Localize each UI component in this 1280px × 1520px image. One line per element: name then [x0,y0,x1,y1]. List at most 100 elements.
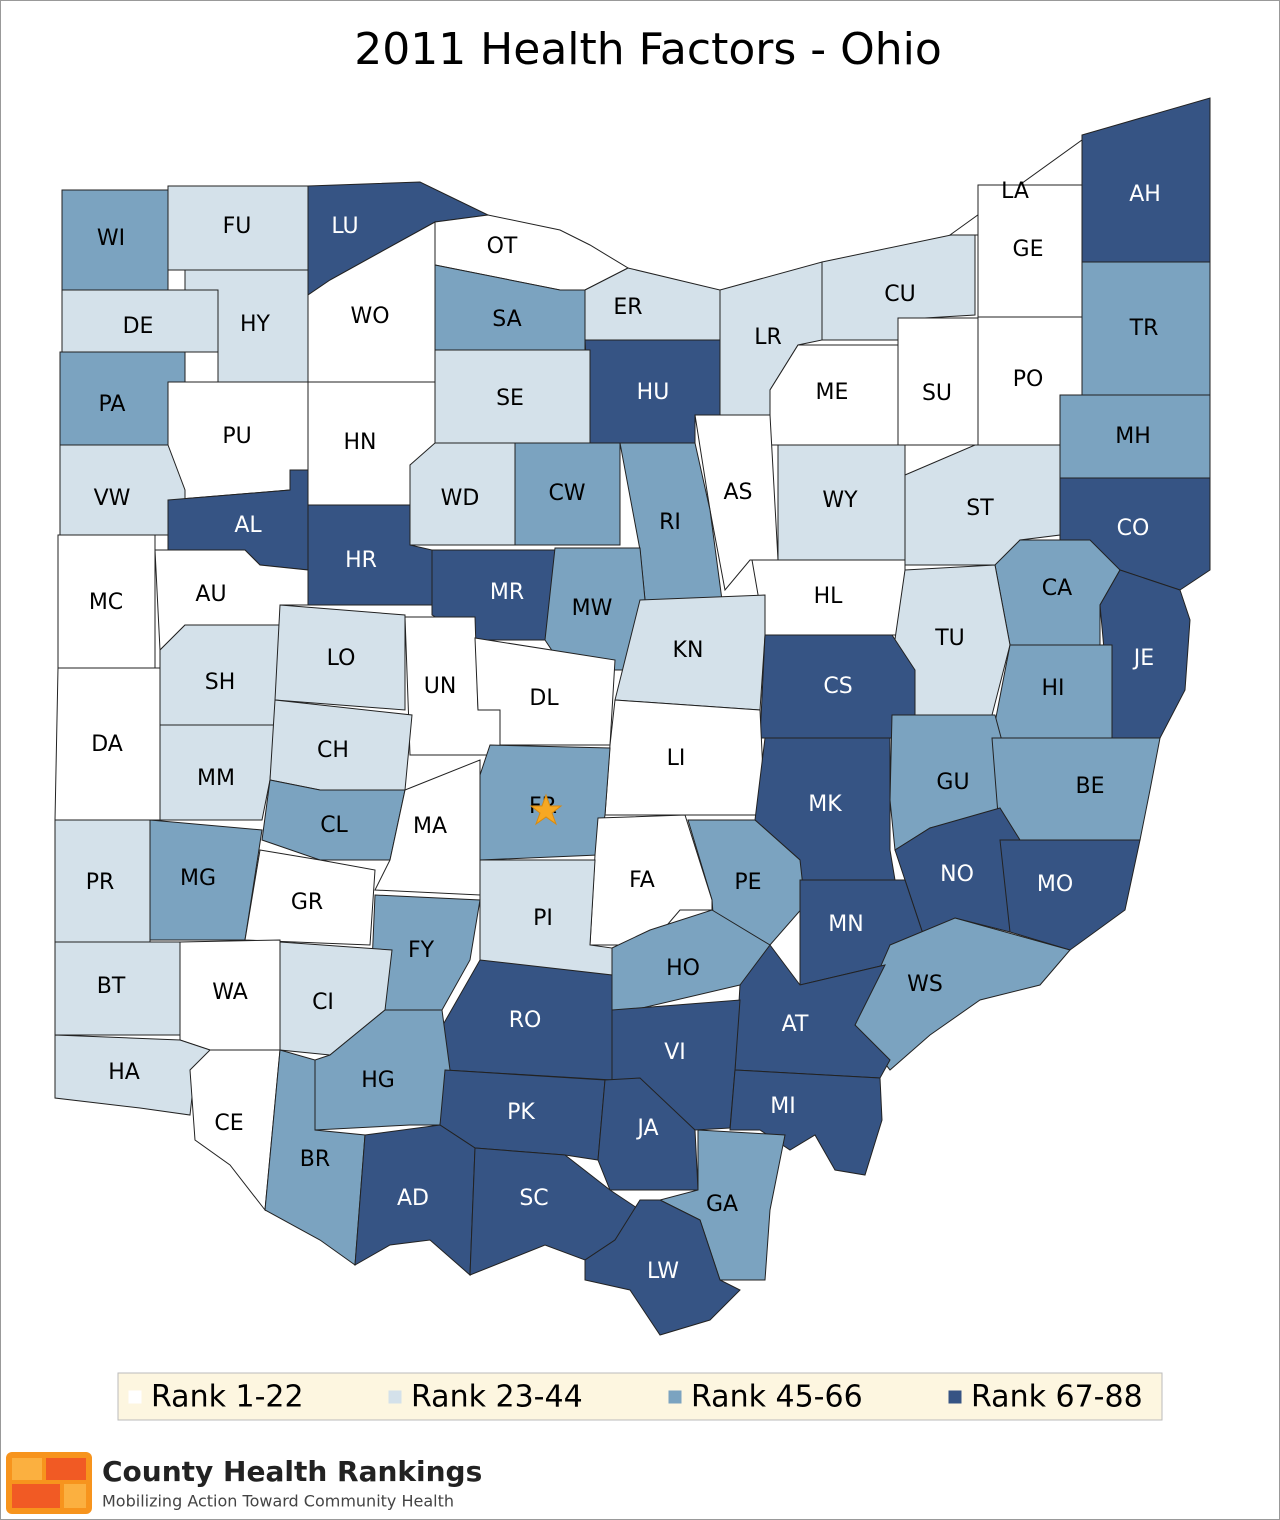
county-label: HU [637,380,670,405]
county-label: KN [673,638,704,663]
county-label: RI [659,510,681,535]
county-label: HR [345,548,377,573]
county-label: LU [331,214,358,239]
county [274,604,406,711]
county-label: ER [613,295,642,320]
county-label: DA [91,732,123,757]
county-label: HL [814,584,844,609]
county-label: DL [529,686,559,711]
county-label: MC [89,590,123,615]
title: 2011 Health Factors - Ohio [354,24,942,75]
county-label: PK [507,1100,535,1125]
county-label: UN [424,674,457,699]
county-label: MN [828,912,863,937]
county-label: TR [1129,316,1159,341]
county-label: CE [214,1111,243,1136]
county-label: MI [770,1094,795,1119]
county-label: DE [123,314,154,339]
county-label: CH [317,738,349,763]
county-label: MH [1115,424,1151,449]
county-label: CI [312,990,334,1015]
county-label: CL [320,813,348,838]
county-label: ST [966,496,994,521]
county [244,849,376,946]
county-label: MO [1037,872,1073,897]
county [904,444,1061,566]
county-label: SA [492,307,521,332]
county-label: CS [823,674,852,699]
logo [6,1452,92,1514]
county [614,594,766,711]
legend-box [117,1372,1163,1421]
county-label: PO [1013,367,1044,392]
brand-tagline: Mobilizing Action Toward Community Healt… [102,1492,454,1511]
county-label: PU [222,424,251,449]
county-label: SC [519,1186,548,1211]
county-label: MK [808,792,842,817]
county-label: GU [936,770,969,795]
legend-label: Rank 23-44 [411,1380,583,1415]
county-label: WS [907,972,943,997]
capital-star [529,793,563,826]
county [999,839,1141,951]
county-label: BR [300,1147,330,1172]
county [729,1069,883,1176]
county-label: SH [205,670,236,695]
county-label: PR [86,870,115,895]
county [514,442,621,546]
county-label: AL [234,513,262,538]
county-label: HY [240,312,271,337]
county-label: VI [664,1040,686,1065]
county-label: AT [782,1012,809,1037]
legend: Rank 1-22 Rank 23-44 Rank 45-66 Rank 67-88 [127,1380,1143,1415]
county-label: CU [884,282,915,307]
county-label: MW [572,596,613,621]
county-label: MA [413,814,447,839]
county-label: HG [361,1068,395,1093]
county-label: WO [350,304,389,329]
county-label: HN [344,430,377,455]
county-label: GR [291,890,323,915]
county-label: PA [99,392,126,417]
county-label: CO [1117,516,1150,541]
county-label: LW [647,1259,679,1284]
county [354,1124,476,1277]
county-label: GE [1013,237,1044,262]
county-label: FY [408,938,435,963]
county-label: RO [509,1008,542,1033]
county-label: NO [940,862,974,887]
county-label: AU [195,582,226,607]
legend-swatch [947,1389,963,1405]
county-label: SU [922,381,952,406]
county-label: VW [94,486,131,511]
county-label: MR [490,580,524,605]
legend-label: Rank 45-66 [691,1380,863,1415]
legend-swatch [127,1389,143,1405]
county-label: LA [1001,179,1029,204]
county-label: FA [629,868,655,893]
county-label: JA [635,1116,658,1141]
county-label: SE [496,386,524,411]
county-label: WY [822,488,858,513]
county-label: GA [706,1192,738,1217]
county-label: TU [934,626,965,651]
brand-name: County Health Rankings [102,1455,482,1488]
county-label: LR [754,325,782,350]
county-label: WI [97,226,125,251]
county-label: FU [223,214,252,239]
county [374,759,481,896]
county [584,1199,741,1336]
county-label: WA [212,980,248,1005]
legend-label: Rank 1-22 [151,1380,304,1415]
county-label: AD [397,1186,429,1211]
legend-label: Rank 67-88 [971,1380,1143,1415]
county-label: CA [1042,576,1072,601]
county-label: MM [197,766,235,791]
county-label: CW [548,481,585,506]
county-label: AH [1129,182,1161,207]
county-label: HI [1041,676,1064,701]
county-label: LO [327,646,356,671]
county-label: BE [1076,774,1105,799]
